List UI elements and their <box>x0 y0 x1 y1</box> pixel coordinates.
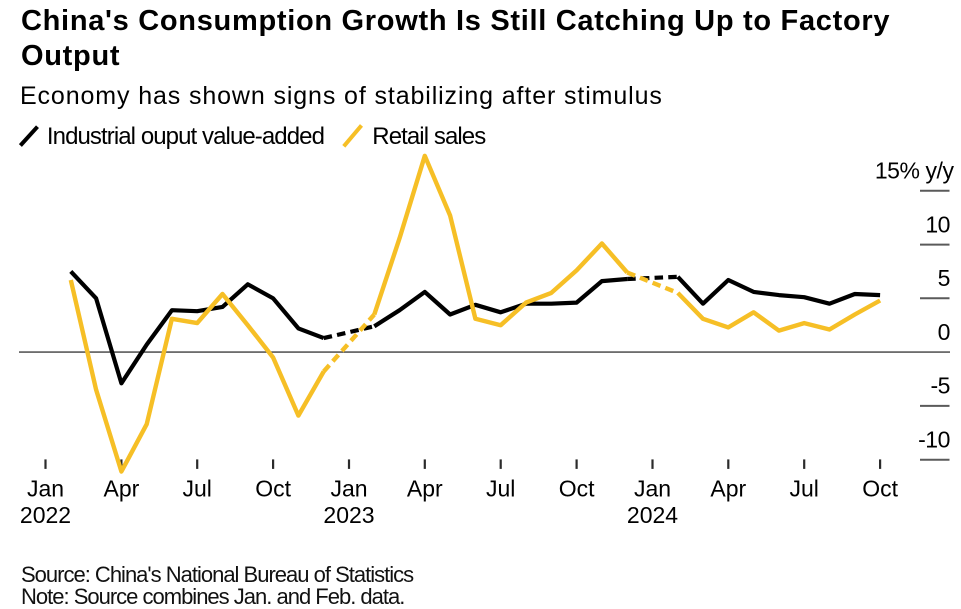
svg-text:2023: 2023 <box>323 502 374 528</box>
svg-text:Jan: Jan <box>634 476 671 502</box>
svg-text:-10: -10 <box>918 426 950 452</box>
svg-text:5: 5 <box>938 265 950 291</box>
svg-text:Oct: Oct <box>559 476 595 502</box>
svg-text:-5: -5 <box>930 373 950 399</box>
svg-text:2022: 2022 <box>20 502 71 528</box>
svg-text:Jul: Jul <box>789 476 818 502</box>
svg-text:Industrial ouput value-added: Industrial ouput value-added <box>47 123 324 150</box>
svg-text:Jan: Jan <box>330 476 367 502</box>
svg-text:Jul: Jul <box>486 476 515 502</box>
svg-text:Jul: Jul <box>182 476 211 502</box>
svg-text:10: 10 <box>925 211 950 237</box>
svg-text:2024: 2024 <box>627 502 678 528</box>
svg-text:Oct: Oct <box>255 476 291 502</box>
svg-text:Oct: Oct <box>862 476 898 502</box>
svg-text:0: 0 <box>938 319 950 345</box>
svg-text:Apr: Apr <box>104 476 140 502</box>
svg-text:Retail sales: Retail sales <box>372 123 486 150</box>
svg-text:15% y/y: 15% y/y <box>875 158 955 184</box>
svg-text:Jan: Jan <box>27 476 64 502</box>
svg-text:Apr: Apr <box>407 476 443 502</box>
svg-text:Apr: Apr <box>710 476 746 502</box>
